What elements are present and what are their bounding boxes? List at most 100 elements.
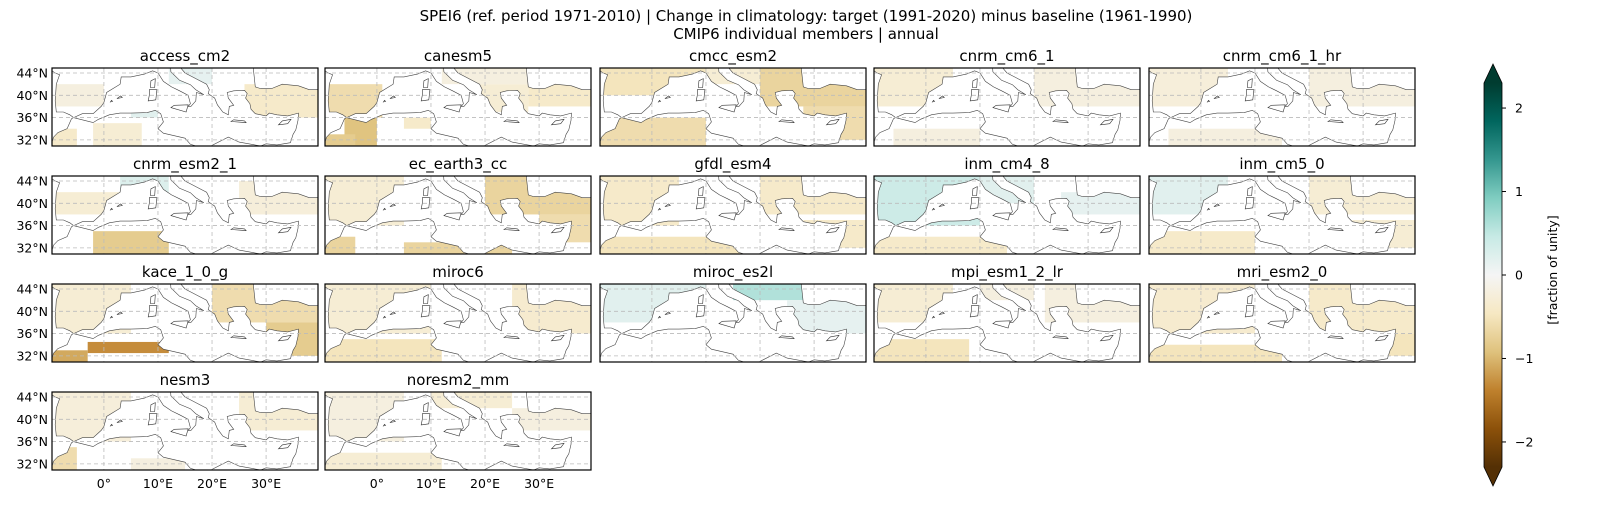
map-panel-noresm2_mm: noresm2_mm 0° 10°E 20°E 30°E xyxy=(324,371,592,491)
island-coastline xyxy=(1244,89,1255,102)
island-coastline xyxy=(938,311,945,315)
lat-tick-label: 32°N xyxy=(16,132,48,147)
panel-frame xyxy=(51,283,319,363)
island-coastline xyxy=(931,207,936,211)
island-coastline xyxy=(423,186,429,196)
island-coastline xyxy=(389,311,396,315)
colorbar-tick-label: 1 xyxy=(1515,184,1523,199)
island-coastline xyxy=(1244,197,1255,210)
panel-frame xyxy=(599,67,867,147)
island-coastline xyxy=(150,78,156,88)
island-coastline xyxy=(277,226,292,234)
island-coastline xyxy=(230,335,247,339)
map-panel-inm_cm4_8: inm_cm4_8 xyxy=(873,155,1141,255)
island-coastline xyxy=(503,227,520,231)
island-coastline xyxy=(1206,207,1211,211)
sea-mask xyxy=(345,284,572,362)
sea-mask xyxy=(72,68,299,146)
data-cell xyxy=(1149,344,1282,362)
island-coastline xyxy=(1327,119,1344,123)
island-coastline xyxy=(695,197,706,210)
island-coastline xyxy=(1213,203,1220,207)
panel-title: nesm3 xyxy=(160,371,211,389)
panel-frame xyxy=(873,175,1141,255)
island-coastline xyxy=(657,207,662,211)
sea-mask xyxy=(894,176,1121,254)
island-coastline xyxy=(1206,99,1211,103)
island-coastline xyxy=(778,335,795,339)
sea-mask xyxy=(252,284,318,306)
map-panel-cmcc_esm2: cmcc_esm2 xyxy=(599,47,867,147)
sea-mask xyxy=(800,68,866,90)
island-coastline xyxy=(109,207,114,211)
island-coastline xyxy=(382,207,387,211)
sea-mask xyxy=(525,284,591,306)
panel-title: kace_1_0_g xyxy=(142,263,228,282)
sea-mask xyxy=(1349,284,1415,306)
figure-title-line1: SPEI6 (ref. period 1971-2010) | Change i… xyxy=(420,7,1193,25)
sea-mask xyxy=(345,392,572,470)
lat-tick-label: 36°N xyxy=(16,326,48,341)
lat-tick-label: 44°N xyxy=(16,66,48,81)
island-coastline xyxy=(109,99,114,103)
island-coastline xyxy=(1327,227,1344,231)
panel-frame xyxy=(324,175,592,255)
island-coastline xyxy=(931,315,936,319)
island-coastline xyxy=(382,315,387,319)
lat-tick-label: 40°N xyxy=(16,88,48,103)
sea-mask xyxy=(345,68,572,146)
colorbar-label: [fraction of unity] xyxy=(1545,215,1560,324)
lat-tick-label: 36°N xyxy=(16,218,48,233)
sea-mask xyxy=(620,68,847,146)
data-cell xyxy=(403,117,431,129)
island-coastline xyxy=(382,423,387,427)
lat-tick-label: 44°N xyxy=(16,174,48,189)
panel-frame xyxy=(873,67,1141,147)
sea-mask xyxy=(525,176,591,198)
panel-title: noresm2_mm xyxy=(407,371,509,390)
panel-title: miroc6 xyxy=(432,263,484,281)
sea-mask xyxy=(525,392,591,414)
island-coastline xyxy=(1099,226,1114,234)
map-panel-nesm3: nesm3 44°N 40°N 36°N 32°N 0° 10°E 20°E 30°E xyxy=(16,371,319,491)
panel-frame xyxy=(599,283,867,363)
lon-tick-label: 30°E xyxy=(524,476,554,491)
island-coastline xyxy=(170,212,189,221)
island-coastline xyxy=(150,294,156,304)
data-cell xyxy=(55,84,104,107)
island-coastline xyxy=(423,402,429,412)
island-coastline xyxy=(147,305,158,318)
sea-mask xyxy=(800,284,866,306)
colorbar-extend-max xyxy=(1484,64,1502,83)
colorbar-gradient xyxy=(1484,83,1502,467)
island-coastline xyxy=(1213,311,1220,315)
island-coastline xyxy=(550,334,565,342)
island-coastline xyxy=(698,186,704,196)
lat-tick-label: 44°N xyxy=(16,282,48,297)
panel-frame xyxy=(1148,283,1416,363)
colorbar: 2 1 0 −1 −2 [fraction of unity] xyxy=(1483,63,1560,487)
island-coastline xyxy=(969,89,980,102)
island-coastline xyxy=(1267,212,1286,221)
sea-mask xyxy=(72,392,299,470)
island-coastline xyxy=(420,305,431,318)
lon-tick-label: 10°E xyxy=(416,476,446,491)
island-coastline xyxy=(423,78,429,88)
island-coastline xyxy=(443,104,462,113)
island-coastline xyxy=(1099,118,1114,126)
island-coastline xyxy=(230,227,247,231)
island-coastline xyxy=(938,203,945,207)
panel-frame xyxy=(324,391,592,471)
island-coastline xyxy=(170,104,189,113)
sea-mask xyxy=(620,284,847,362)
island-coastline xyxy=(992,104,1011,113)
map-panel-ec_earth3_cc: ec_earth3_cc xyxy=(324,155,592,255)
panel-title: ec_earth3_cc xyxy=(409,155,508,174)
island-coastline xyxy=(1374,334,1389,342)
map-panel-mri_esm2_0: mri_esm2_0 xyxy=(1148,263,1416,363)
island-coastline xyxy=(170,320,189,329)
island-coastline xyxy=(147,89,158,102)
island-coastline xyxy=(698,294,704,304)
lat-tick-label: 32°N xyxy=(16,240,48,255)
island-coastline xyxy=(1206,315,1211,319)
